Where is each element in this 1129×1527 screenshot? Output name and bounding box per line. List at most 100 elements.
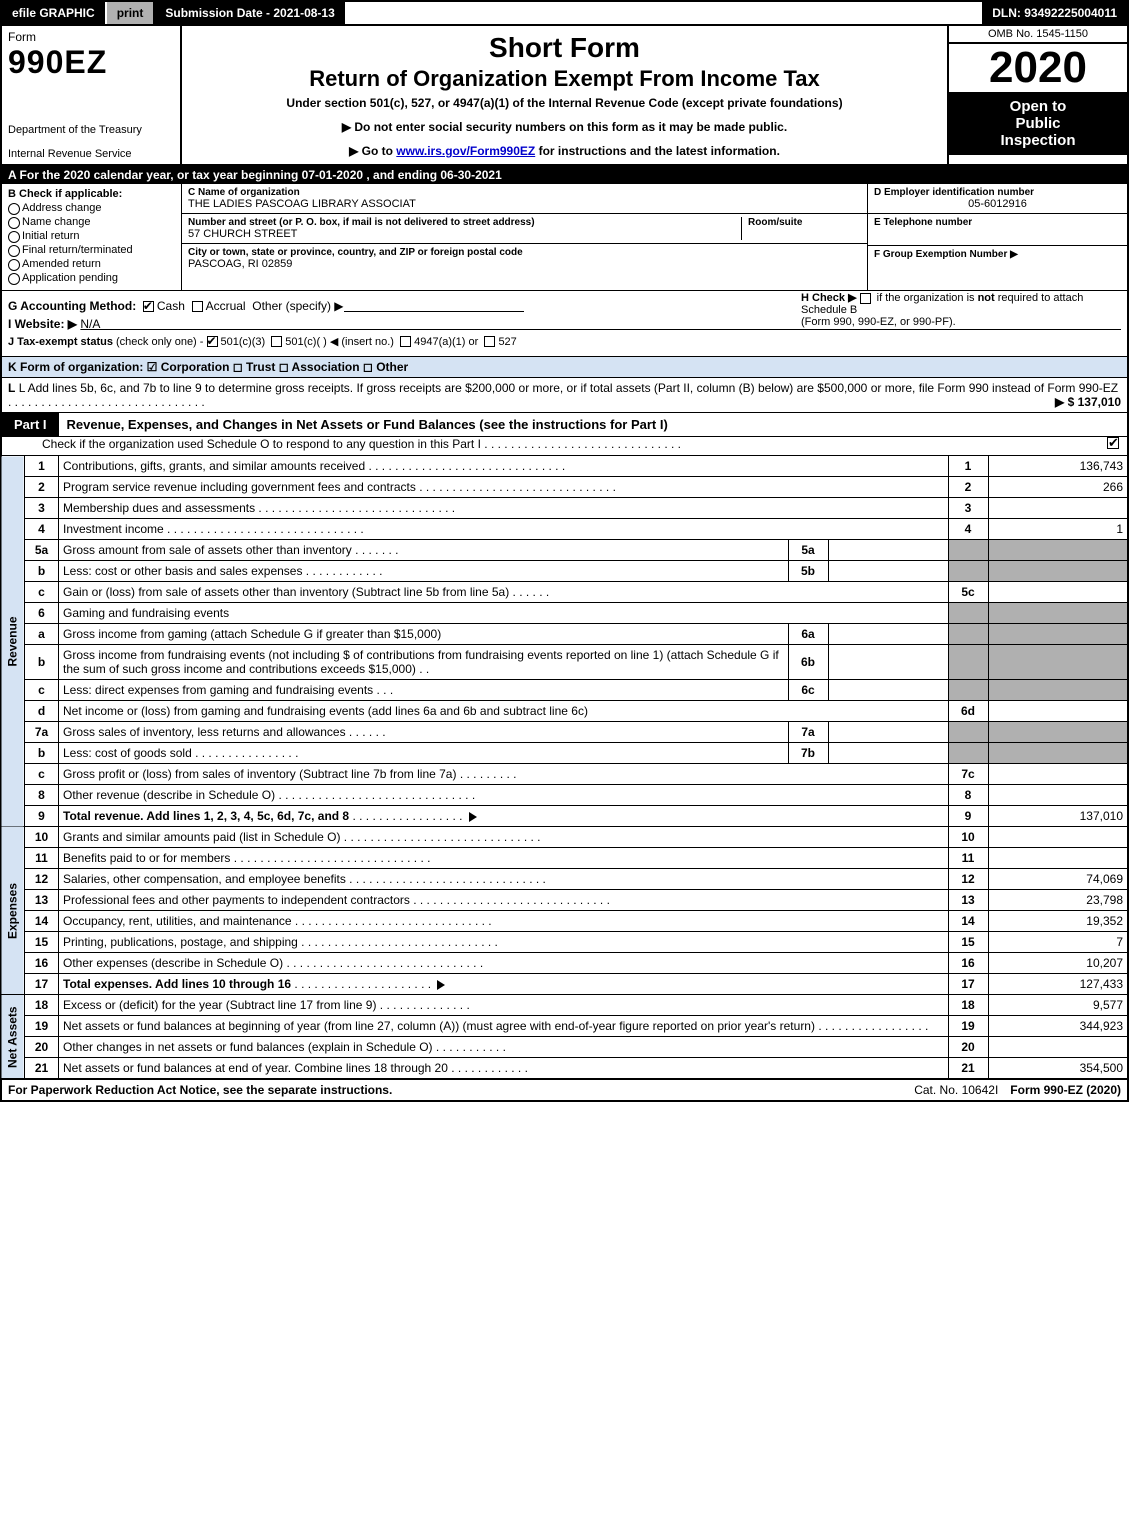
col-c: C Name of organization THE LADIES PASCOA… [182, 184, 867, 290]
j-527-checkbox[interactable] [484, 336, 495, 347]
top-bar: efile GRAPHIC print Submission Date - 20… [0, 0, 1129, 26]
desc-9: Total revenue. Add lines 1, 2, 3, 4, 5c,… [63, 809, 349, 823]
minival-6a [828, 624, 948, 645]
city-label: City or town, state or province, country… [188, 247, 861, 258]
ln-6a: a [25, 624, 59, 645]
num-9: 9 [948, 806, 988, 827]
line-k: K Form of organization: ☑ Corporation ◻ … [0, 357, 1129, 378]
address-value: 57 CHURCH STREET [188, 228, 741, 240]
val-17: 127,433 [988, 974, 1128, 995]
g-other: Other (specify) ▶ [252, 299, 343, 313]
desc-12: Salaries, other compensation, and employ… [63, 872, 346, 886]
goto-line: ▶ Go to www.irs.gov/Form990EZ for instru… [192, 144, 937, 158]
num-6a-shade [948, 624, 988, 645]
row-19: 19 Net assets or fund balances at beginn… [1, 1016, 1128, 1037]
desc-6a: Gross income from gaming (attach Schedul… [63, 627, 441, 641]
form-word: Form [8, 30, 174, 44]
footer-middle: Cat. No. 10642I [908, 1080, 1004, 1100]
num-6b-shade [948, 645, 988, 680]
part1-sub-dots [484, 437, 681, 451]
ein-label: D Employer identification number [874, 187, 1121, 198]
h-checkbox[interactable] [860, 293, 871, 304]
cb-final-return[interactable]: Final return/terminated [8, 244, 175, 256]
ln-9: 9 [25, 806, 59, 827]
val-7b-shade [988, 743, 1128, 764]
mini-5b: 5b [788, 561, 828, 582]
omb-number: OMB No. 1545-1150 [949, 26, 1127, 44]
row-13: 13 Professional fees and other payments … [1, 890, 1128, 911]
val-9: 137,010 [988, 806, 1128, 827]
j-4947: 4947(a)(1) or [414, 336, 478, 348]
num-12: 12 [948, 869, 988, 890]
val-7c [988, 764, 1128, 785]
ln-3: 3 [25, 498, 59, 519]
j-4947-checkbox[interactable] [400, 336, 411, 347]
l-amount: ▶ $ 137,010 [1055, 395, 1121, 409]
num-6c-shade [948, 680, 988, 701]
desc-8: Other revenue (describe in Schedule O) [63, 788, 275, 802]
ln-7b: b [25, 743, 59, 764]
minival-7b [828, 743, 948, 764]
desc-17: Total expenses. Add lines 10 through 16 [63, 977, 291, 991]
val-5a-shade [988, 540, 1128, 561]
val-6d [988, 701, 1128, 722]
row-7a: 7a Gross sales of inventory, less return… [1, 722, 1128, 743]
num-1: 1 [948, 456, 988, 477]
ln-20: 20 [25, 1037, 59, 1058]
j-501c-checkbox[interactable] [271, 336, 282, 347]
cb-initial-return[interactable]: Initial return [8, 230, 175, 242]
cb-name-change[interactable]: Name change [8, 216, 175, 228]
cb-address-change[interactable]: Address change [8, 202, 175, 214]
g-cash-checkbox[interactable] [143, 301, 154, 312]
line-h: H Check ▶ if the organization is not req… [801, 291, 1121, 328]
cat-net-assets: Net Assets [1, 995, 25, 1079]
num-21: 21 [948, 1058, 988, 1079]
city-row: City or town, state or province, country… [182, 244, 867, 273]
cb-application-pending[interactable]: Application pending [8, 272, 175, 284]
identity-block: B Check if applicable: Address change Na… [0, 184, 1129, 291]
ln-5c: c [25, 582, 59, 603]
mini-7a: 7a [788, 722, 828, 743]
row-11: 11 Benefits paid to or for members 11 [1, 848, 1128, 869]
row-3: 3 Membership dues and assessments 3 [1, 498, 1128, 519]
dln-label: DLN: 93492225004011 [982, 2, 1127, 24]
g-other-input[interactable] [344, 300, 524, 312]
row-16: 16 Other expenses (describe in Schedule … [1, 953, 1128, 974]
part1-checkbox[interactable] [1107, 437, 1119, 449]
page-footer: For Paperwork Reduction Act Notice, see … [0, 1079, 1129, 1102]
val-20 [988, 1037, 1128, 1058]
row-1: Revenue 1 Contributions, gifts, grants, … [1, 456, 1128, 477]
val-1: 136,743 [988, 456, 1128, 477]
row-7c: c Gross profit or (loss) from sales of i… [1, 764, 1128, 785]
ln-18: 18 [25, 995, 59, 1016]
part1-sub-text: Check if the organization used Schedule … [42, 437, 481, 451]
irs-link[interactable]: www.irs.gov/Form990EZ [396, 144, 535, 158]
ln-17: 17 [25, 974, 59, 995]
telephone-row: E Telephone number [868, 214, 1127, 246]
insp-line2: Public [953, 115, 1123, 132]
val-13: 23,798 [988, 890, 1128, 911]
efile-button[interactable]: efile GRAPHIC [2, 2, 107, 24]
ln-21: 21 [25, 1058, 59, 1079]
ln-19: 19 [25, 1016, 59, 1037]
h-not: not [978, 292, 995, 304]
row-5b: b Less: cost or other basis and sales ex… [1, 561, 1128, 582]
j-501c3-checkbox[interactable] [207, 336, 218, 347]
desc-14: Occupancy, rent, utilities, and maintena… [63, 914, 292, 928]
ln-5a: 5a [25, 540, 59, 561]
print-button[interactable]: print [107, 2, 156, 24]
group-exemption-row: F Group Exemption Number ▶ [868, 246, 1127, 277]
row-18: Net Assets 18 Excess or (deficit) for th… [1, 995, 1128, 1016]
line-l: L L Add lines 5b, 6c, and 7b to line 9 t… [0, 378, 1129, 413]
dept-treasury: Department of the Treasury [8, 124, 174, 136]
val-15: 7 [988, 932, 1128, 953]
num-7b-shade [948, 743, 988, 764]
dept-irs: Internal Revenue Service [8, 148, 174, 160]
desc-4: Investment income [63, 522, 164, 536]
ln-2: 2 [25, 477, 59, 498]
cb-amended-return[interactable]: Amended return [8, 258, 175, 270]
minival-6c [828, 680, 948, 701]
num-16: 16 [948, 953, 988, 974]
g-accrual-checkbox[interactable] [192, 301, 203, 312]
desc-15: Printing, publications, postage, and shi… [63, 935, 298, 949]
